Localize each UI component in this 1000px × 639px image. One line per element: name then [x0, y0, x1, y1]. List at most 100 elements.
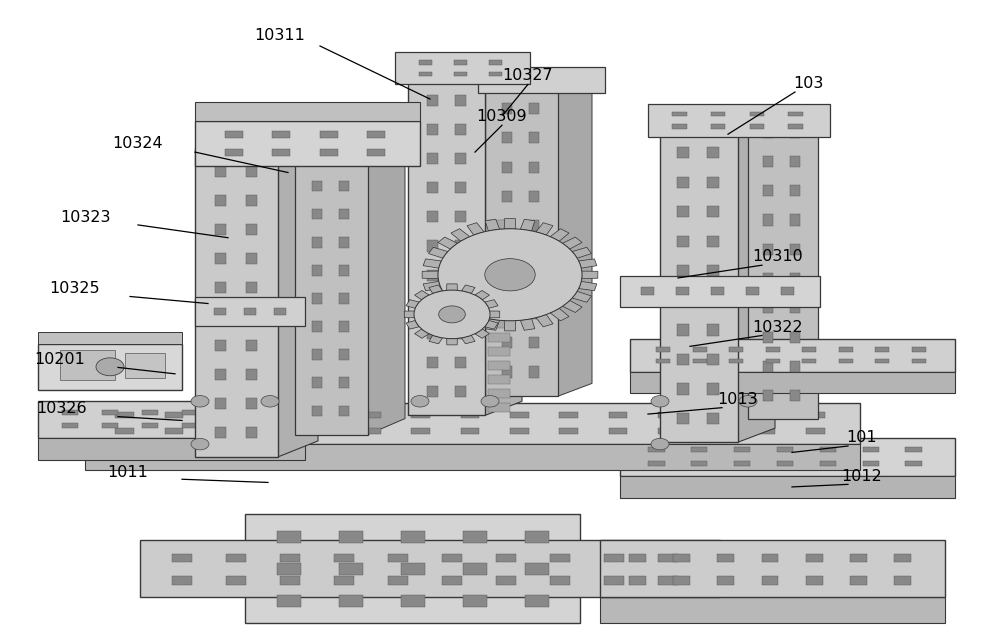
Bar — [529, 366, 539, 378]
Polygon shape — [461, 285, 475, 293]
Polygon shape — [38, 332, 182, 344]
Bar — [246, 224, 257, 235]
Bar — [604, 576, 624, 585]
Bar — [559, 427, 578, 434]
Bar — [502, 162, 512, 173]
Bar — [214, 427, 233, 434]
Polygon shape — [748, 109, 818, 419]
Bar — [707, 206, 719, 217]
Bar — [766, 348, 780, 351]
Polygon shape — [278, 135, 318, 457]
Bar — [225, 149, 243, 155]
Polygon shape — [408, 77, 485, 415]
Bar — [677, 236, 689, 247]
Circle shape — [481, 396, 499, 407]
Bar — [246, 195, 257, 206]
Bar — [214, 307, 226, 315]
Polygon shape — [558, 73, 592, 396]
Bar — [102, 410, 118, 415]
Bar — [673, 576, 690, 585]
Bar — [734, 447, 750, 452]
Bar — [489, 72, 502, 76]
Bar — [677, 177, 689, 188]
Bar — [312, 265, 322, 275]
Polygon shape — [504, 219, 516, 229]
Bar — [272, 149, 290, 155]
Bar — [488, 291, 510, 300]
Bar — [262, 410, 278, 415]
Bar — [788, 112, 803, 116]
Bar — [550, 576, 570, 585]
Bar — [215, 253, 226, 264]
Bar — [454, 72, 467, 76]
Bar — [488, 403, 510, 412]
Bar — [62, 424, 78, 428]
Bar — [454, 60, 467, 65]
Bar — [502, 308, 512, 319]
Polygon shape — [520, 219, 535, 231]
Bar — [246, 369, 257, 380]
Bar — [790, 302, 800, 313]
Bar — [677, 295, 689, 306]
Bar — [244, 307, 256, 315]
Bar — [488, 235, 510, 243]
Polygon shape — [582, 271, 598, 279]
Polygon shape — [295, 134, 368, 435]
Bar — [656, 359, 670, 363]
Bar — [339, 350, 349, 360]
Bar — [455, 212, 466, 222]
Bar — [707, 427, 726, 434]
Text: 10324: 10324 — [113, 136, 163, 151]
Bar — [165, 412, 183, 419]
Bar — [246, 282, 257, 293]
Circle shape — [411, 396, 429, 407]
Bar — [339, 181, 349, 191]
Bar — [802, 348, 816, 351]
Bar — [419, 72, 432, 76]
Text: 10326: 10326 — [37, 401, 87, 417]
Polygon shape — [451, 229, 470, 241]
Bar — [263, 427, 282, 434]
Bar — [672, 124, 687, 128]
Bar — [455, 386, 466, 397]
Polygon shape — [438, 237, 457, 249]
Bar — [225, 132, 243, 138]
Bar — [905, 461, 922, 466]
Bar — [790, 156, 800, 167]
Polygon shape — [563, 300, 582, 312]
Bar — [717, 576, 734, 585]
Bar — [339, 530, 363, 543]
Bar — [529, 249, 539, 261]
Polygon shape — [504, 321, 516, 331]
Bar — [461, 412, 479, 419]
Bar — [427, 240, 438, 252]
Bar — [312, 237, 322, 247]
Bar — [863, 447, 879, 452]
Bar — [529, 162, 539, 173]
Polygon shape — [195, 121, 420, 166]
Bar — [763, 156, 773, 167]
Bar — [707, 147, 719, 158]
Bar — [312, 209, 322, 219]
Text: 10322: 10322 — [753, 320, 803, 335]
Polygon shape — [475, 329, 489, 338]
Circle shape — [439, 306, 465, 323]
Polygon shape — [467, 223, 484, 235]
Bar — [609, 427, 627, 434]
Bar — [246, 253, 257, 264]
Polygon shape — [579, 281, 597, 291]
Text: 1013: 1013 — [718, 392, 758, 407]
Bar — [339, 562, 363, 575]
Bar — [912, 348, 926, 351]
Bar — [529, 337, 539, 348]
Bar — [280, 576, 300, 585]
Polygon shape — [550, 229, 569, 241]
Bar — [707, 325, 719, 335]
Bar — [529, 191, 539, 202]
Bar — [463, 562, 487, 575]
Bar — [401, 562, 425, 575]
Bar — [839, 348, 853, 351]
Bar — [274, 307, 286, 315]
Bar — [339, 378, 349, 388]
Bar — [401, 594, 425, 607]
